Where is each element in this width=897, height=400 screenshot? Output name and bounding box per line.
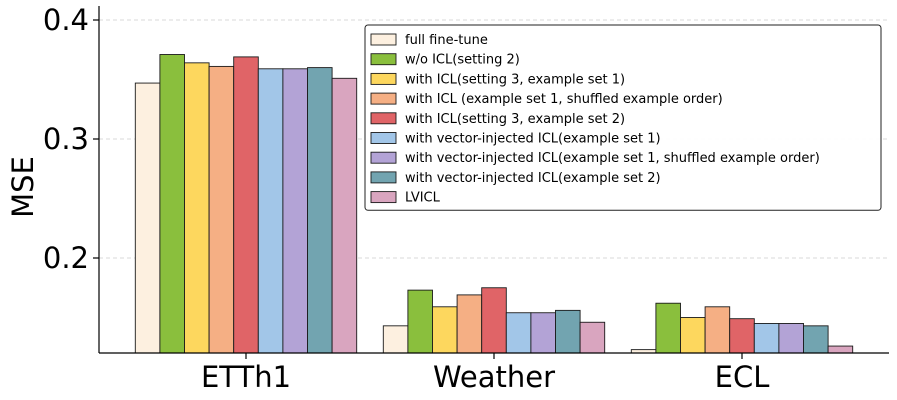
legend-label: with vector-injected ICL(example set 1, … [405,151,820,166]
legend-label: with ICL(setting 3, example set 1) [405,72,625,87]
bars [134,54,854,354]
legend-swatch [370,33,397,46]
legend-swatch [370,171,397,184]
bar [704,306,731,354]
legend-swatch [370,191,397,204]
bar [827,345,854,354]
legend-label: with ICL(setting 3, example set 2) [405,112,625,127]
bar [579,321,606,354]
bar [134,82,161,354]
bar [208,65,235,354]
bar [555,309,581,354]
legend-swatch [370,132,397,144]
x-tick-label: Weather [433,360,555,394]
x-tick-label: ECL [715,360,770,394]
legend-label: with ICL (example set 1, shuffled exampl… [405,92,723,107]
bar [282,68,308,354]
ticks: 0.2 0.3 0.4 ETTh1 Weather ECL [43,3,769,394]
bar [680,317,706,354]
legend-swatch [370,72,397,85]
bar [257,68,284,354]
bar [159,54,185,354]
legend-box [364,24,882,211]
legend-label: with vector-injected ICL(example set 2) [405,171,661,186]
x-tick-label: ETTh1 [201,360,291,394]
y-tick-label: 0.3 [43,122,89,156]
bar [505,312,532,354]
bar [729,318,755,354]
legend-label: with vector-injected ICL(example set 1) [405,132,661,147]
bar [778,323,804,354]
bar [432,306,458,354]
legend-swatch [370,151,397,164]
bar [184,62,210,354]
bar [753,323,780,354]
legend-swatch [370,112,397,125]
y-tick-label: 0.2 [43,241,89,275]
bar [233,56,259,354]
bar [803,325,829,354]
bar [307,67,333,354]
legend: full fine-tune w/o ICL(setting 2) with ICL… [364,24,882,211]
legend-swatch [370,92,397,105]
bar [530,312,556,354]
y-tick-label: 0.4 [43,3,89,37]
legend-swatch [370,53,397,66]
bar [456,294,483,354]
legend-label: LVICL [405,191,441,206]
y-axis-label: MSE [6,156,40,218]
bar [655,302,681,354]
bar [382,325,409,354]
bar [331,77,358,354]
legend-label: full fine-tune [405,33,488,48]
bar [407,289,433,354]
legend-label: w/o ICL(setting 2) [405,53,520,68]
bar [481,287,507,354]
